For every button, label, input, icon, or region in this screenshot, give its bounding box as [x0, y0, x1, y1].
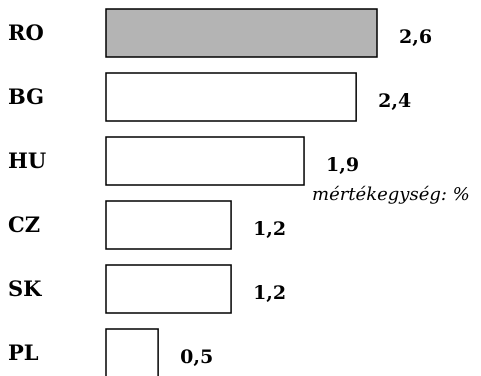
- category-label-cz: CZ: [8, 212, 40, 237]
- bar-pl: [105, 328, 159, 376]
- unit-note: mértékegység: %: [312, 184, 470, 205]
- category-label-ro: RO: [8, 20, 44, 45]
- bar-cz: [105, 200, 232, 250]
- value-label-sk: 1,2: [253, 282, 286, 304]
- value-label-ro: 2,6: [399, 26, 432, 48]
- category-label-hu: HU: [8, 148, 46, 173]
- value-label-pl: 0,5: [180, 346, 213, 368]
- category-label-sk: SK: [8, 276, 42, 301]
- bars-group: [105, 8, 378, 376]
- category-label-pl: PL: [8, 340, 39, 365]
- value-labels-group: 2,6 2,4 1,9 1,2 1,2 0,5: [180, 26, 432, 368]
- value-label-bg: 2,4: [378, 90, 411, 112]
- category-label-bg: BG: [8, 84, 44, 109]
- bar-ro: [105, 8, 378, 58]
- value-label-cz: 1,2: [253, 218, 286, 240]
- bar-sk: [105, 264, 232, 314]
- bar-hu: [105, 136, 305, 186]
- bar-bg: [105, 72, 357, 122]
- category-labels-group: RO BG HU CZ SK PL: [8, 20, 46, 365]
- value-label-hu: 1,9: [326, 154, 359, 176]
